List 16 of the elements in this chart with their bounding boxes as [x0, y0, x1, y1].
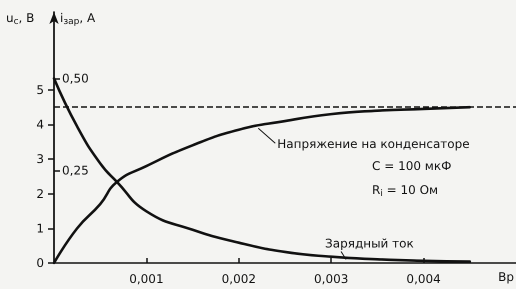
y-tick-label: 2 — [36, 186, 44, 201]
y-tick-label: 3 — [36, 152, 44, 166]
y-tick-label: 1 — [36, 221, 44, 236]
x-tick-label: 0,003 — [314, 272, 348, 286]
x-tick-label: 0,002 — [222, 272, 256, 286]
annotation: Зарядный ток — [325, 236, 414, 250]
annotation: C = 100 мкФ — [372, 159, 452, 173]
x-tick-label: 0,001 — [129, 272, 164, 286]
y-tick-label: 4 — [36, 118, 44, 132]
y2-tick-label: 0,50 — [62, 71, 89, 86]
y2-tick-label: 0,25 — [62, 164, 89, 178]
annotation: Напряжение на конденсаторе — [277, 137, 470, 152]
x-axis-title: Вр — [498, 270, 514, 284]
y-tick-label: 5 — [36, 82, 44, 97]
y-tick-label: 0 — [36, 256, 44, 270]
x-tick-label: 0,004 — [406, 272, 441, 286]
